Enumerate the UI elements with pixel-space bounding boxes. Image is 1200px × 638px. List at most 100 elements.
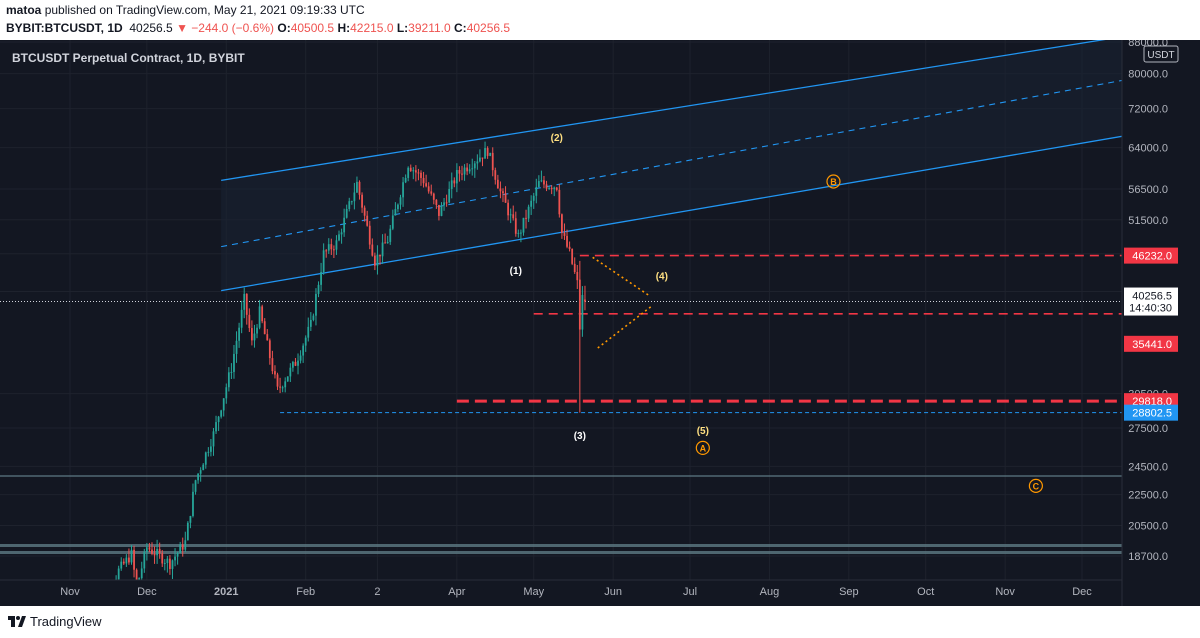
- candle: [376, 245, 379, 275]
- candle-body: [248, 314, 251, 329]
- candle-body: [389, 228, 392, 242]
- candle-body: [225, 387, 228, 399]
- candle: [286, 376, 289, 382]
- candle-body: [194, 480, 197, 492]
- candle: [525, 209, 527, 229]
- author-name[interactable]: matoa: [6, 3, 42, 17]
- candle: [379, 254, 381, 265]
- candle-body: [251, 328, 253, 341]
- candle-body: [450, 180, 453, 189]
- candle-body: [117, 568, 120, 580]
- candle-body: [371, 244, 374, 256]
- candle-body: [381, 242, 384, 257]
- y-tick-label: 22500.0: [1128, 490, 1168, 502]
- candle-body: [256, 327, 258, 334]
- candle: [145, 542, 148, 561]
- candle-body: [466, 167, 469, 172]
- candle: [358, 180, 361, 200]
- candle-body: [176, 552, 179, 557]
- candle-body: [502, 191, 504, 194]
- candle: [322, 243, 325, 275]
- candle-body: [386, 241, 389, 244]
- candle: [550, 185, 553, 195]
- candle-body: [476, 161, 479, 164]
- candle: [425, 174, 428, 188]
- candle: [466, 163, 469, 176]
- candle-body: [376, 254, 379, 266]
- candle: [274, 365, 276, 379]
- candle-body: [315, 293, 317, 316]
- candle-body: [108, 591, 110, 600]
- candle: [532, 192, 535, 209]
- candle-body: [350, 201, 353, 203]
- candle-body: [179, 544, 182, 553]
- candle-body: [197, 473, 199, 481]
- y-tick-label: 56500.0: [1128, 184, 1168, 196]
- candle: [240, 300, 243, 334]
- candle: [120, 557, 123, 571]
- candle: [381, 234, 384, 264]
- candle: [258, 299, 261, 330]
- candle-body: [284, 381, 287, 388]
- candle: [266, 329, 269, 341]
- y-tick-label: 72000.0: [1128, 104, 1168, 116]
- candle-body: [113, 585, 115, 591]
- y-tick-label: 51500.0: [1128, 215, 1168, 227]
- chart-area[interactable]: (1) (2) (3) (4) (5) A B C Nov Dec 2021 Feb 2 Apr May Ju…: [0, 40, 1200, 606]
- candle-body: [522, 217, 525, 233]
- candle: [238, 322, 240, 348]
- candle-body: [420, 172, 422, 178]
- candle: [420, 170, 422, 186]
- candle-body: [240, 309, 243, 328]
- candle-body: [271, 358, 274, 372]
- candle: [320, 262, 322, 292]
- wave-circle: [826, 174, 841, 189]
- candle: [458, 166, 461, 182]
- candle: [568, 241, 571, 252]
- tradingview-logo[interactable]: TradingView: [8, 614, 102, 629]
- low-label: L:: [396, 21, 409, 35]
- candle: [253, 324, 256, 348]
- candle: [409, 164, 412, 172]
- channel-fill: [221, 40, 1122, 291]
- price-chart[interactable]: (1) (2) (3) (4) (5) A B C Nov Dec 2021 Feb 2 Apr May Ju…: [0, 40, 1200, 606]
- candle: [414, 165, 417, 182]
- candle: [397, 203, 399, 213]
- candle-body: [414, 170, 417, 173]
- candle: [537, 175, 540, 188]
- candle: [281, 385, 284, 393]
- candle-body: [561, 214, 563, 233]
- candle: [445, 194, 448, 207]
- currency-box: [1143, 45, 1179, 63]
- candle: [345, 204, 348, 219]
- candle: [138, 577, 141, 580]
- candle-body: [330, 244, 333, 250]
- candle-body: [266, 334, 269, 341]
- candle-body: [143, 552, 146, 569]
- candle-body: [453, 180, 456, 184]
- last-price: 40256.5: [129, 21, 173, 35]
- candle-body: [543, 180, 545, 185]
- candle: [169, 555, 171, 575]
- candle-body: [358, 181, 361, 195]
- candle: [174, 548, 176, 567]
- candle-body: [212, 431, 215, 447]
- candle-body: [199, 470, 202, 474]
- candle-body: [486, 148, 489, 156]
- wave-label: (5): [697, 426, 709, 437]
- candle-body: [530, 200, 533, 207]
- candle-body: [120, 561, 123, 569]
- candle: [222, 398, 225, 417]
- y-tick-label: 20500.0: [1128, 521, 1168, 533]
- y-tick-label: 24500.0: [1128, 461, 1168, 473]
- candle-body: [353, 192, 356, 202]
- candle: [555, 186, 558, 192]
- candle: [461, 165, 463, 181]
- candle-body: [397, 204, 399, 210]
- candle-body: [110, 591, 112, 592]
- candle: [289, 363, 292, 382]
- candle: [297, 353, 299, 375]
- candle: [230, 363, 233, 379]
- candle: [566, 229, 568, 249]
- candle: [117, 565, 120, 580]
